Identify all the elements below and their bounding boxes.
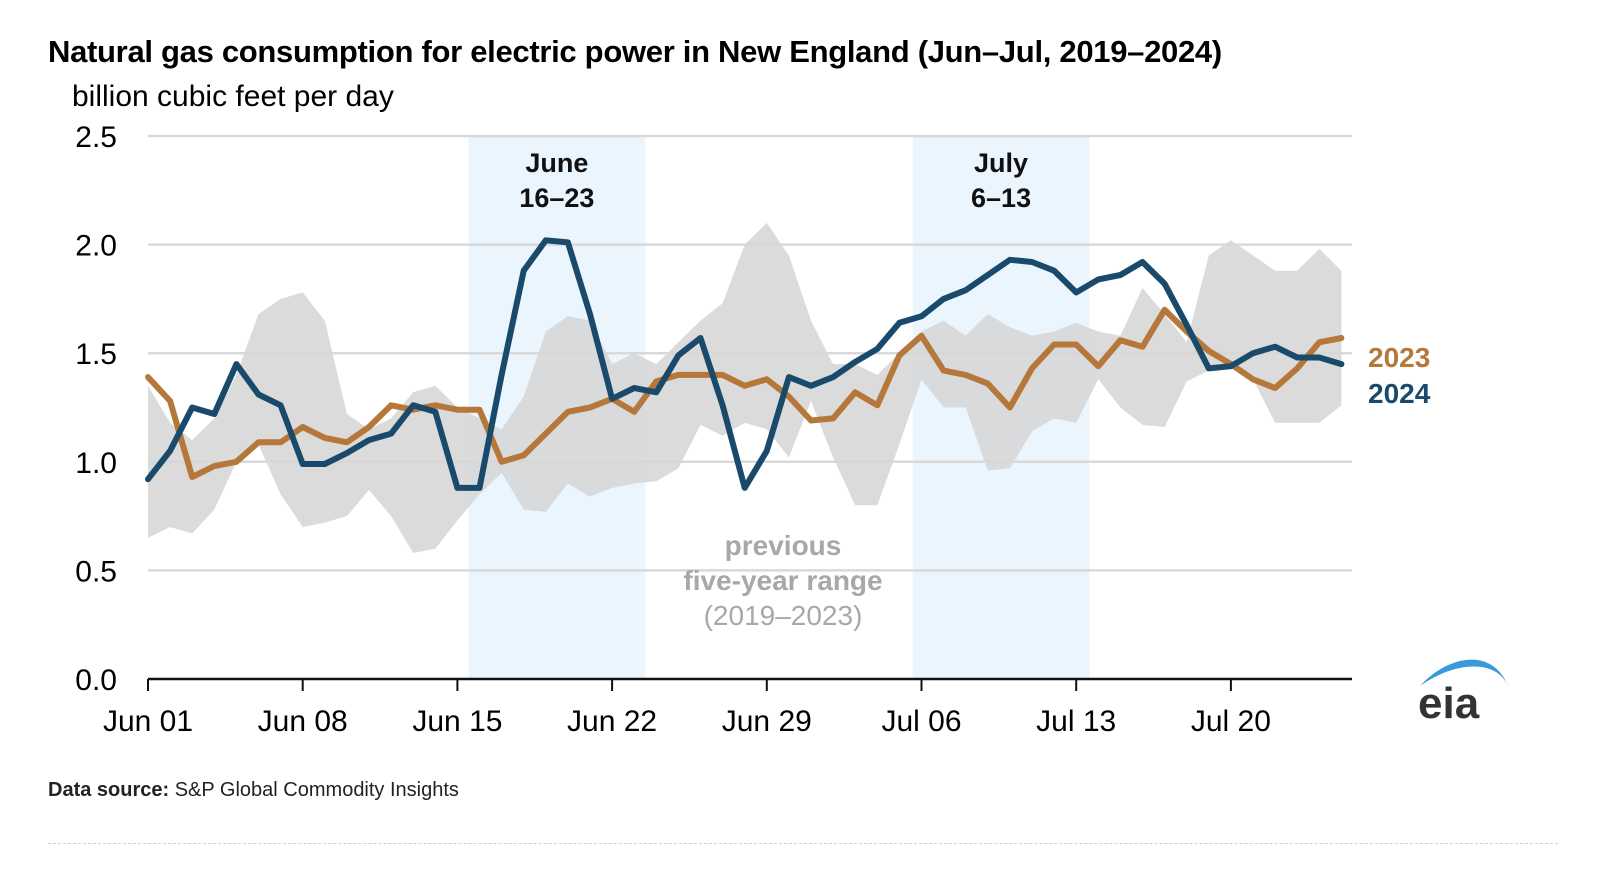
legend-label-2024: 2024 [1368,378,1431,409]
data-source-text: S&P Global Commodity Insights [174,779,459,801]
y-axis-labels: 0.0 0.5 1.0 1.5 2.0 2.5 [75,121,117,697]
series-lines [145,237,1345,491]
highlight-label-line2: 16–23 [519,183,594,213]
chart-title: Natural gas consumption for electric pow… [48,34,1222,69]
chart-subtitle: billion cubic feet per day [72,80,394,113]
y-tick-label: 2.5 [75,121,117,154]
eia-logo-arc [1420,659,1508,686]
range-label-line: (2019–2023) [704,600,863,631]
data-source-label: Data source: [48,779,170,801]
legend-label-2023: 2023 [1368,342,1430,373]
x-axis: Jun 01 Jun 08 Jun 15 Jun 22 Jun 29 Jul 06 Jul … [103,677,1352,738]
x-tick-label: Jul 06 [881,705,961,738]
y-tick-label: 0.0 [75,664,117,697]
x-tick-label: Jun 15 [412,705,502,738]
x-tick-label: Jul 20 [1191,705,1271,738]
x-tick-label: Jun 08 [258,705,348,738]
highlight-label-line2: 6–13 [971,183,1031,213]
eia-logo-text: eia [1418,679,1480,728]
annotations: June 16–23 July 6–13 previous five-year range… [519,148,1430,631]
x-tick-label: Jul 13 [1036,705,1116,738]
x-tick-label: Jun 01 [103,705,193,738]
x-tick-label: Jun 22 [567,705,657,738]
y-tick-label: 1.5 [75,338,117,371]
highlight-label-line1: June [525,148,588,178]
x-tick-label: Jun 29 [722,705,812,738]
data-source: Data source: S&P Global Commodity Insigh… [48,779,459,802]
highlight-label-line1: July [974,148,1028,178]
eia-logo: eia [1418,659,1508,728]
range-label-line: five-year range [683,565,882,596]
y-tick-label: 1.0 [75,447,117,480]
range-label-line: previous [725,530,842,561]
footer-divider [48,843,1558,844]
y-tick-label: 0.5 [75,555,117,588]
y-tick-label: 2.0 [75,230,117,263]
